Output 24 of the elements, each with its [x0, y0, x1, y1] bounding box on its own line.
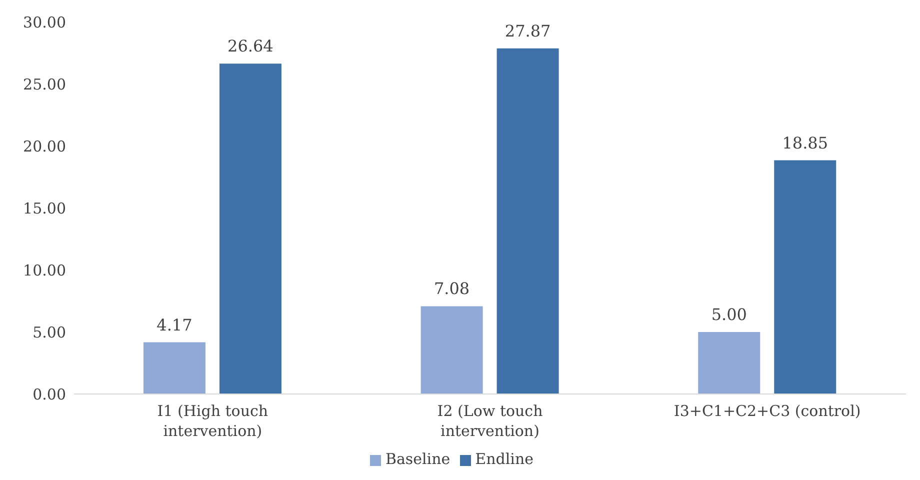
bar: [219, 64, 282, 394]
data-label: 7.08: [434, 279, 470, 298]
legend-label: Baseline: [385, 450, 450, 468]
x-tick-label: I1 (High touch intervention): [157, 402, 268, 440]
y-tick-label: 25.00: [23, 75, 66, 94]
y-tick-label: 30.00: [23, 13, 66, 32]
bar: [143, 342, 206, 394]
legend-label: Endline: [475, 450, 534, 468]
y-tick-label: 15.00: [23, 199, 66, 218]
x-tick-label: I2 (Low touch intervention): [437, 402, 544, 440]
data-label: 5.00: [711, 305, 747, 324]
x-tick-label: I3+C1+C2+C3 (control): [674, 402, 861, 420]
bar: [774, 160, 836, 394]
y-tick-label: 5.00: [32, 323, 66, 342]
data-label: 18.85: [782, 133, 828, 152]
bar: [420, 306, 483, 394]
bar: [496, 48, 559, 394]
data-label: 27.87: [504, 21, 551, 40]
y-tick-label: 20.00: [23, 137, 66, 156]
y-tick-label: 10.00: [23, 261, 66, 280]
data-label: 26.64: [228, 36, 274, 56]
data-label: 4.17: [156, 315, 192, 334]
bar: [698, 332, 760, 394]
y-tick-label: 0.00: [32, 385, 66, 404]
